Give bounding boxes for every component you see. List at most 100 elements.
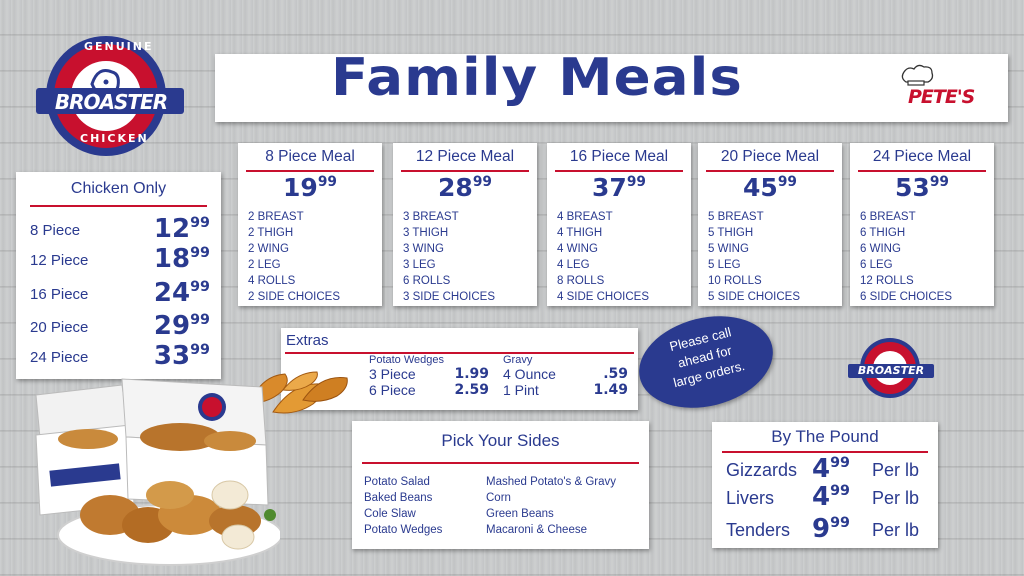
wedges-heading: Potato Wedges	[369, 354, 445, 366]
chicken-only-row: 24 Piece 3399	[30, 341, 210, 373]
side-item: Potato Wedges	[364, 524, 443, 536]
meal-item: 6 WING	[860, 243, 901, 255]
extras-panel: Extras Potato Wedges 3 Piece 1.99 6 Piec…	[281, 328, 638, 410]
side-item: Potato Salad	[364, 476, 430, 488]
meal-item: 5 THIGH	[708, 227, 754, 239]
meal-item: 2 THIGH	[248, 227, 294, 239]
meal-price: 1999	[283, 173, 337, 202]
meal-price: 4599	[743, 173, 797, 202]
chicken-only-panel: Chicken Only 8 Piece 1299 12 Piece 1899 …	[16, 172, 221, 379]
row-label: 1 Pint	[503, 382, 539, 398]
chicken-only-row: 8 Piece 1299	[30, 214, 210, 246]
meal-item: 5 SIDE CHOICES	[708, 291, 801, 303]
broaster-name-small: BROASTER	[857, 364, 925, 377]
meal-item: 2 WING	[248, 243, 289, 255]
meal-item: 4 BREAST	[557, 211, 613, 223]
row-label: 6 Piece	[369, 382, 416, 398]
meal-item: 6 THIGH	[860, 227, 906, 239]
extras-row: 3 Piece 1.99	[369, 366, 489, 382]
meal-title: 20 Piece Meal	[720, 148, 820, 165]
row-price: 1299	[153, 214, 210, 244]
row-label: Tenders	[726, 520, 791, 540]
row-unit: Per lb	[872, 460, 920, 480]
header-banner: Family Meals PETE'S	[215, 48, 1008, 122]
row-label: 12 Piece	[30, 252, 89, 269]
row-unit: Per lb	[872, 520, 920, 540]
row-label: 16 Piece	[30, 286, 89, 303]
meal-items: 5 BREAST 5 THIGH 5 WING 5 LEG 10 ROLLS 5…	[708, 209, 800, 305]
side-item: Corn	[486, 492, 511, 504]
row-price: 2499	[153, 278, 210, 308]
petes-text: PETE'S	[908, 86, 975, 108]
call-ahead-badge: Please call ahead for large orders.	[629, 302, 783, 422]
meal-item: 4 SIDE CHOICES	[557, 291, 650, 303]
meal-item: 6 BREAST	[860, 211, 916, 223]
chef-hat-icon	[901, 64, 934, 86]
meal-panel-12: 12 Piece Meal 2899 3 BREAST 3 THIGH 3 WI…	[393, 143, 537, 306]
divider	[362, 462, 639, 464]
extras-row: 4 Ounce .59	[503, 366, 628, 382]
meal-item: 3 BREAST	[403, 211, 459, 223]
row-label: 20 Piece	[30, 319, 89, 336]
meal-item: 2 BREAST	[248, 211, 304, 223]
meal-item: 2 LEG	[248, 259, 281, 271]
chicken-only-row: 12 Piece 1899	[30, 244, 210, 276]
row-label: Gizzards	[726, 460, 798, 480]
meal-item: 4 ROLLS	[248, 275, 296, 287]
chicken-only-row: 20 Piece 2999	[30, 311, 210, 343]
side-item: Mashed Potato's & Gravy	[486, 476, 617, 488]
row-price: 2.59	[454, 382, 489, 398]
meal-item: 6 ROLLS	[403, 275, 451, 287]
side-item: Cole Slaw	[364, 508, 416, 520]
meal-panel-24: 24 Piece Meal 5399 6 BREAST 6 THIGH 6 WI…	[850, 143, 994, 306]
meal-item: 12 ROLLS	[860, 275, 914, 287]
petes-logo: PETE'S	[898, 64, 988, 112]
row-label: 24 Piece	[30, 349, 89, 366]
wedges-column: Potato Wedges 3 Piece 1.99 6 Piece 2.59	[369, 354, 489, 398]
meal-items: 2 BREAST 2 THIGH 2 WING 2 LEG 4 ROLLS 2 …	[248, 209, 340, 305]
row-label: 4 Ounce	[503, 366, 556, 382]
meal-title: 8 Piece Meal	[265, 148, 355, 165]
meal-item: 3 WING	[403, 243, 444, 255]
gravy-column: Gravy 4 Ounce .59 1 Pint 1.49	[503, 354, 628, 398]
meal-price: 5399	[895, 173, 949, 202]
divider	[555, 170, 683, 172]
fried-chicken-image	[35, 378, 280, 566]
meal-item: 10 ROLLS	[708, 275, 762, 287]
meal-item: 4 WING	[557, 243, 598, 255]
meal-panel-16: 16 Piece Meal 3799 4 BREAST 4 THIGH 4 WI…	[547, 143, 691, 306]
meal-item: 6 SIDE CHOICES	[860, 291, 953, 303]
divider	[706, 170, 834, 172]
by-pound-title: By The Pound	[771, 427, 879, 446]
row-label: 3 Piece	[369, 366, 416, 382]
chicken-only-title: Chicken Only	[70, 180, 167, 197]
by-pound-row: Gizzards 499 Per lb	[726, 454, 931, 484]
meal-item: 3 SIDE CHOICES	[403, 291, 496, 303]
gravy-heading: Gravy	[503, 354, 533, 366]
broaster-bottom-text: CHICKEN	[80, 132, 149, 145]
meal-title: 24 Piece Meal	[872, 148, 972, 165]
divider	[30, 205, 207, 207]
call-ahead-text: Please call ahead for large orders.	[667, 324, 747, 391]
meal-item: 5 WING	[708, 243, 749, 255]
extras-row: 1 Pint 1.49	[503, 382, 628, 398]
meal-item: 4 LEG	[557, 259, 590, 271]
row-price: 499	[812, 482, 850, 512]
broaster-name: BROASTER	[54, 90, 168, 114]
meal-items: 4 BREAST 4 THIGH 4 WING 4 LEG 8 ROLLS 4 …	[557, 209, 649, 305]
divider	[246, 170, 374, 172]
extras-title: Extras	[286, 332, 329, 349]
broaster-logo-large: GENUINE BROASTER CHICKEN	[36, 34, 186, 159]
meal-item: 5 BREAST	[708, 211, 764, 223]
meal-panel-8: 8 Piece Meal 1999 2 BREAST 2 THIGH 2 WIN…	[238, 143, 382, 306]
side-item: Baked Beans	[364, 492, 433, 504]
meal-item: 8 ROLLS	[557, 275, 605, 287]
divider	[285, 352, 634, 354]
by-pound-row: Tenders 999 Per lb	[726, 514, 931, 544]
meal-items: 6 BREAST 6 THIGH 6 WING 6 LEG 12 ROLLS 6…	[860, 209, 952, 305]
divider	[401, 170, 529, 172]
meal-item: 5 LEG	[708, 259, 741, 271]
chicken-only-row: 16 Piece 2499	[30, 278, 210, 310]
row-price: 1.49	[593, 382, 628, 398]
meal-price: 3799	[592, 173, 646, 202]
